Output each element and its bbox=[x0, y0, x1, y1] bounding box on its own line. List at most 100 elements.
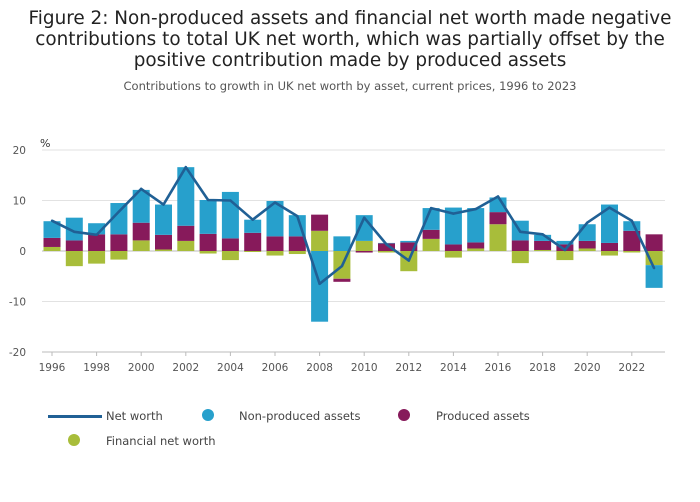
bar-financial-net-worth bbox=[221, 251, 239, 261]
point-net-worth bbox=[140, 187, 143, 191]
point-net-worth bbox=[73, 230, 76, 234]
bar-non-produced-assets bbox=[556, 240, 574, 245]
point-net-worth bbox=[162, 203, 165, 206]
bar-produced-assets bbox=[355, 251, 373, 253]
point-net-worth bbox=[206, 198, 210, 202]
bar-produced-assets bbox=[110, 234, 128, 251]
bar-non-produced-assets bbox=[333, 236, 351, 251]
bar-financial-net-worth bbox=[623, 251, 641, 253]
bar-non-produced-assets bbox=[422, 208, 440, 230]
point-net-worth bbox=[296, 214, 299, 218]
bar-non-produced-assets bbox=[155, 204, 172, 235]
y-tick-label: 10 bbox=[13, 196, 26, 208]
bar-non-produced-assets bbox=[132, 189, 150, 223]
bar-financial-net-worth bbox=[43, 246, 61, 251]
point-net-worth bbox=[519, 230, 522, 234]
bar-financial-net-worth bbox=[601, 251, 618, 256]
bar-produced-assets bbox=[601, 242, 618, 251]
point-net-worth bbox=[385, 243, 388, 246]
bar-produced-assets bbox=[534, 240, 552, 250]
bar-financial-net-worth bbox=[110, 251, 128, 260]
y-tick-label: -20 bbox=[9, 347, 26, 359]
chart-title: Figure 2: Non-produced assets and financ… bbox=[28, 8, 672, 71]
bar-non-produced-assets bbox=[444, 207, 462, 245]
bar-financial-net-worth bbox=[244, 251, 262, 253]
chart-subtitle: Contributions to growth in UK net worth … bbox=[123, 79, 577, 93]
bar-financial-net-worth bbox=[489, 224, 507, 251]
x-tick-label: 2008 bbox=[306, 362, 333, 374]
bar-financial-net-worth bbox=[578, 248, 596, 251]
bar-non-produced-assets bbox=[177, 167, 195, 226]
x-tick-label: 2018 bbox=[529, 362, 556, 374]
bar-financial-net-worth bbox=[266, 251, 284, 256]
bar-non-produced-assets bbox=[601, 204, 618, 243]
bar-produced-assets bbox=[199, 233, 217, 251]
point-net-worth bbox=[363, 216, 366, 219]
bar-financial-net-worth bbox=[88, 251, 106, 264]
point-net-worth bbox=[541, 233, 544, 236]
point-net-worth bbox=[251, 218, 254, 221]
bar-produced-assets bbox=[511, 240, 529, 251]
bar-financial-net-worth bbox=[311, 230, 329, 251]
bar-produced-assets bbox=[623, 230, 641, 251]
bar-non-produced-assets bbox=[199, 199, 217, 234]
bar-produced-assets bbox=[244, 232, 262, 251]
bar-financial-net-worth bbox=[199, 251, 217, 254]
point-net-worth bbox=[608, 206, 611, 209]
bar-non-produced-assets bbox=[534, 234, 552, 241]
y-tick-label: 0 bbox=[19, 246, 26, 258]
bar-produced-assets bbox=[645, 234, 663, 251]
point-net-worth bbox=[50, 219, 54, 222]
bar-produced-assets bbox=[578, 240, 596, 249]
point-net-worth bbox=[229, 199, 232, 202]
bar-non-produced-assets bbox=[266, 201, 284, 237]
bar-financial-net-worth bbox=[155, 249, 172, 251]
bar-produced-assets bbox=[65, 240, 83, 251]
bar-financial-net-worth bbox=[422, 238, 440, 251]
bar-non-produced-assets bbox=[88, 223, 106, 235]
x-tick-label: 2012 bbox=[395, 362, 422, 374]
bar-financial-net-worth bbox=[378, 251, 395, 253]
bar-produced-assets bbox=[155, 234, 172, 250]
bar-produced-assets bbox=[266, 236, 284, 251]
bar-non-produced-assets bbox=[467, 208, 485, 243]
bar-non-produced-assets bbox=[65, 217, 83, 241]
bar-financial-net-worth bbox=[177, 240, 195, 251]
point-net-worth bbox=[407, 259, 410, 262]
bar-produced-assets bbox=[177, 225, 195, 241]
bar-non-produced-assets bbox=[578, 224, 596, 241]
bar-non-produced-assets bbox=[221, 191, 239, 239]
x-tick-label: 2004 bbox=[217, 362, 244, 374]
series-line-net-worth bbox=[51, 165, 656, 286]
x-tick-label: 2016 bbox=[485, 362, 512, 374]
bar-produced-assets bbox=[88, 234, 106, 251]
bar-produced-assets bbox=[422, 229, 440, 239]
point-net-worth bbox=[340, 264, 344, 268]
x-tick-label: 2010 bbox=[351, 362, 378, 374]
bar-produced-assets bbox=[444, 244, 462, 251]
bar-produced-assets bbox=[400, 242, 418, 251]
x-tick-label: 1998 bbox=[83, 362, 110, 374]
x-tick-label: 2022 bbox=[618, 362, 645, 374]
x-tick-label: 2000 bbox=[128, 362, 155, 374]
bar-financial-net-worth bbox=[132, 240, 150, 251]
point-net-worth bbox=[496, 195, 500, 198]
point-net-worth bbox=[563, 248, 567, 252]
point-net-worth bbox=[318, 282, 321, 286]
bar-non-produced-assets bbox=[110, 203, 128, 235]
x-tick-label: 2014 bbox=[440, 362, 467, 374]
bar-non-produced-assets bbox=[623, 221, 641, 231]
point-net-worth bbox=[586, 221, 589, 224]
bar-financial-net-worth bbox=[444, 251, 462, 258]
bar-financial-net-worth bbox=[556, 251, 574, 261]
bar-non-produced-assets bbox=[645, 265, 663, 288]
point-net-worth bbox=[652, 266, 656, 270]
point-net-worth bbox=[273, 201, 277, 204]
bar-produced-assets bbox=[311, 214, 329, 231]
bar-produced-assets bbox=[333, 278, 351, 282]
bar-produced-assets bbox=[378, 243, 395, 251]
y-tick-label: 20 bbox=[13, 145, 26, 157]
bar-produced-assets bbox=[489, 212, 507, 225]
bar-financial-net-worth bbox=[65, 251, 83, 267]
